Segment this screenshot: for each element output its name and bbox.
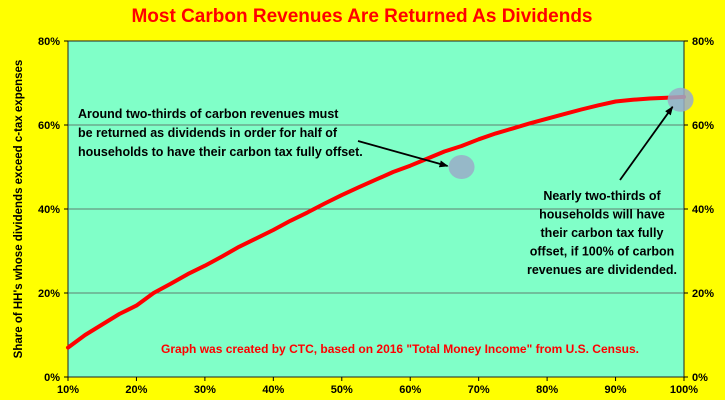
x-tick-label: 100% — [670, 384, 698, 396]
x-tick-label: 10% — [57, 384, 79, 396]
annotation-text: households will have — [539, 208, 665, 222]
y-axis-label: Share of HH's whose dividends exceed c-t… — [13, 60, 25, 359]
annotations: Around two-thirds of carbon revenues mus… — [78, 105, 677, 277]
y-tick-label-right: 60% — [692, 120, 714, 132]
x-tick-label: 70% — [468, 384, 490, 396]
annotation-text: offset, if 100% of carbon — [530, 245, 674, 259]
y-tick-label: 60% — [38, 120, 60, 132]
y-tick-label: 40% — [38, 204, 60, 216]
x-tick-label: 20% — [125, 384, 147, 396]
y-tick-label-right: 0% — [692, 372, 708, 384]
y-tick-label: 80% — [38, 36, 60, 48]
annotation-text: their carbon tax fully — [541, 226, 664, 240]
x-tick-label: 30% — [194, 384, 216, 396]
annotation-text: revenues are dividended. — [527, 263, 677, 277]
x-tick-label: 90% — [605, 384, 627, 396]
x-tick-label: 50% — [331, 384, 353, 396]
annotation-text: Around two-thirds of carbon revenues mus… — [78, 107, 339, 121]
y-axis-left: 0% 20% 40% 60% 80% — [38, 36, 68, 384]
y-tick-label-right: 80% — [692, 36, 714, 48]
series-group — [66, 94, 686, 350]
y-tick-label: 0% — [44, 372, 60, 384]
x-axis: 10% 20% 30% 40% 50% 60% 70% 80% 90% 100% — [57, 377, 698, 396]
x-tick-label: 80% — [536, 384, 558, 396]
annotation-text: be returned as dividends in order for ha… — [78, 126, 338, 140]
highlight-point — [667, 87, 694, 112]
annotation-arrow — [357, 140, 449, 168]
y-tick-label-right: 40% — [692, 204, 714, 216]
annotation-text: households to have their carbon tax full… — [78, 145, 363, 159]
highlight-markers — [448, 87, 694, 179]
y-axis-right: 0% 20% 40% 60% 80% — [684, 36, 714, 384]
gridlines — [68, 124, 684, 294]
y-tick-label: 20% — [38, 288, 60, 300]
annotation-text: Nearly two-thirds of — [543, 189, 661, 203]
x-tick-label: 60% — [399, 384, 421, 396]
highlight-point — [448, 155, 475, 179]
y-tick-label-right: 20% — [692, 288, 714, 300]
chart-title: Most Carbon Revenues Are Returned As Div… — [131, 6, 592, 27]
x-tick-label: 40% — [262, 384, 284, 396]
source-credit: Graph was created by CTC, based on 2016 … — [161, 342, 639, 356]
series-line — [66, 94, 686, 350]
annotation-arrow — [619, 105, 674, 181]
